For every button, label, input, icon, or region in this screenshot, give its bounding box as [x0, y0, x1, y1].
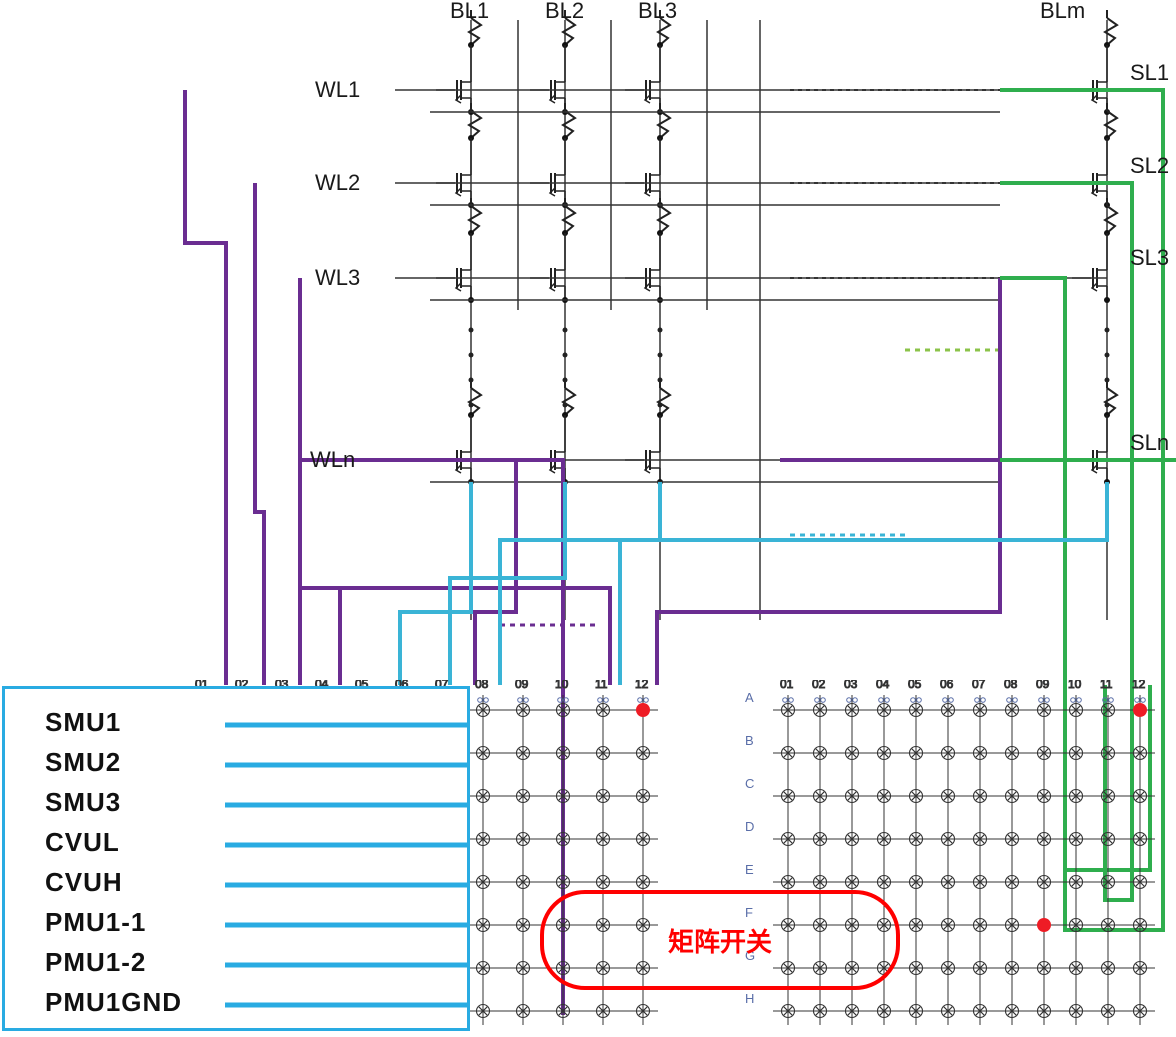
wl3-label: WL3	[315, 265, 360, 290]
bl2-label: BL2	[545, 0, 584, 23]
svg-text:01: 01	[780, 680, 794, 691]
right-row-A: A	[745, 690, 754, 705]
array-cells	[436, 10, 1117, 485]
smu1-label: SMU1	[45, 707, 121, 738]
svg-text:10: 10	[1068, 680, 1082, 691]
smu3-label: SMU3	[45, 787, 121, 818]
svg-text:02: 02	[812, 680, 826, 691]
svg-text:06: 06	[940, 680, 954, 691]
wl1-label: WL1	[315, 77, 360, 102]
smu2-label: SMU2	[45, 747, 121, 778]
svg-text:03: 03	[844, 680, 858, 691]
blm-label: BLm	[1040, 0, 1085, 23]
svg-text:08: 08	[475, 680, 489, 691]
pmu1-1-label: PMU1-1	[45, 907, 146, 938]
pmu1-2-label: PMU1-2	[45, 947, 146, 978]
svg-text:10: 10	[555, 680, 569, 691]
matrix-switch-label-text: 矩阵开关	[668, 922, 772, 959]
svg-text:05: 05	[908, 680, 922, 691]
right-row-D: D	[745, 819, 754, 834]
cvuh-label: CVUH	[45, 867, 123, 898]
wl2-label: WL2	[315, 170, 360, 195]
right-row-C: C	[745, 776, 754, 791]
matrix-switch-label-box: 矩阵开关	[540, 890, 900, 990]
svg-text:12: 12	[1132, 680, 1146, 691]
svg-text:09: 09	[1036, 680, 1050, 691]
pmu1gnd-label: PMU1GND	[45, 987, 182, 1018]
bl3-label: BL3	[638, 0, 677, 23]
cvul-label: CVUL	[45, 827, 120, 858]
right-row-E: E	[745, 862, 754, 877]
sln-label: SLn	[1130, 430, 1169, 455]
svg-text:07: 07	[972, 680, 986, 691]
sl1-label: SL1	[1130, 60, 1169, 85]
right-row-H: H	[745, 991, 754, 1006]
svg-text:11: 11	[595, 680, 608, 691]
svg-text:12: 12	[635, 680, 649, 691]
svg-text:09: 09	[515, 680, 529, 691]
svg-text:08: 08	[1004, 680, 1018, 691]
sl3-label: SL3	[1130, 245, 1169, 270]
right-row-B: B	[745, 733, 754, 748]
svg-text:04: 04	[876, 680, 890, 691]
horizontal-dots	[790, 90, 1000, 460]
sl2-label: SL2	[1130, 153, 1169, 178]
svg-text:11: 11	[1100, 680, 1113, 691]
bl1-label: BL1	[450, 0, 489, 23]
top-labels: BL1 BL2 BL3 BLm WL1 WL2 WL3 WLn SL1 SL2 …	[310, 0, 1169, 472]
wln-label: WLn	[310, 447, 355, 472]
smu-box: SMU1 SMU2 SMU3 CVUL CVUH PMU1-1 PMU1-2 P…	[2, 686, 470, 1031]
